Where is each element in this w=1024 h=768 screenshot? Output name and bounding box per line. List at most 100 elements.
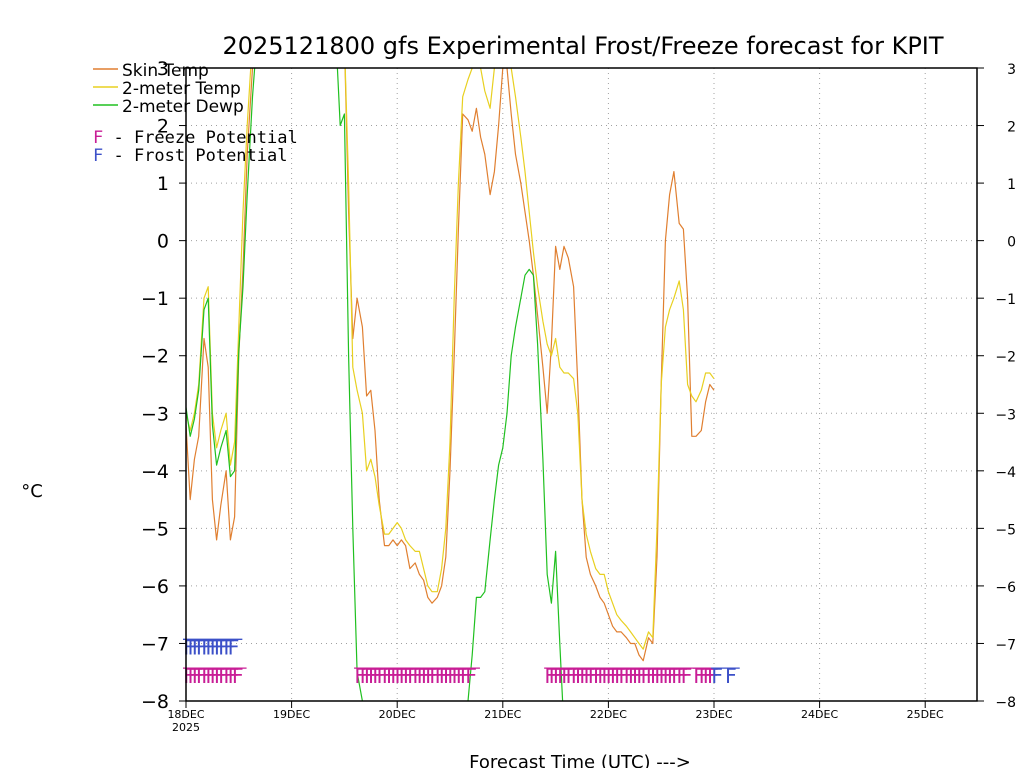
freeze-potential-marker: F [451, 664, 463, 688]
x-tick-label: 21DEC [484, 708, 521, 721]
y-tick-label: 3 [157, 58, 169, 80]
y-tick-label: −8 [141, 691, 169, 713]
freeze-potential-marker: F [636, 664, 648, 688]
legend-letter: F [93, 128, 103, 148]
freeze-potential-marker: F [646, 664, 658, 688]
freeze-potential-marker: F [548, 664, 560, 688]
freeze-potential-marker: F [394, 664, 406, 688]
freeze-potential-marker: F [571, 664, 583, 688]
y-tick-label: −3 [141, 403, 169, 425]
grid-lines [186, 68, 977, 701]
x-year-label: 2025 [172, 721, 200, 734]
x-tick-label: 19DEC [273, 708, 310, 721]
freeze-potential-marker: F [403, 664, 415, 688]
y-axis-label: °C [21, 481, 43, 502]
frost-potential-marker: F [187, 635, 199, 659]
freeze-potential-marker: F [671, 664, 683, 688]
freeze-potential-marker: F [386, 664, 398, 688]
y-tick-label-right: 0 [1007, 235, 1016, 251]
freeze-potential-marker: F [557, 664, 569, 688]
y-tick-label-right: −8 [995, 695, 1016, 711]
freeze-potential-marker: F [364, 664, 376, 688]
freeze-potential-marker: F [390, 664, 402, 688]
y-tick-label-right: −3 [995, 407, 1016, 423]
series-line-skin-temp [186, 68, 715, 662]
frost-potential-legend: F - Frost Potential [93, 146, 287, 166]
freeze-potential-marker: F [561, 664, 573, 688]
frost-potential-marker: F [227, 635, 239, 659]
freeze-potential-marker: F [654, 664, 666, 688]
y-tick-label: −2 [141, 346, 169, 368]
freeze-potential-marker: F [443, 664, 455, 688]
freeze-potential-marker: F [623, 664, 635, 688]
freeze-potential-marker: F [368, 664, 380, 688]
freeze-potential-marker: F [703, 664, 715, 688]
data-series [186, 68, 715, 701]
plot-frame [185, 67, 978, 702]
freeze-potential-marker: F [354, 664, 366, 688]
freeze-potential-marker: F [425, 664, 437, 688]
freeze-potential-marker: F [209, 664, 221, 688]
freeze-potential-marker: F [201, 664, 213, 688]
y-tick-label-right: −2 [995, 350, 1016, 366]
frost-potential-marker: F [191, 635, 203, 659]
y-tick-label-right: −7 [995, 637, 1016, 653]
freeze-potential-marker: F [455, 664, 467, 688]
x-tick-label: 25DEC [907, 708, 944, 721]
freeze-potential-marker: F [398, 664, 410, 688]
y-tick-label: 2 [157, 116, 169, 138]
freeze-potential-marker: F [658, 664, 670, 688]
legend-text: - Freeze Potential [103, 128, 297, 148]
x-tick-label: 24DEC [801, 708, 838, 721]
frost-potential-marker: F [223, 635, 235, 659]
freeze-potential-marker: F [698, 664, 710, 688]
freeze-potential-marker: F [676, 664, 688, 688]
y-tick-label-right: −1 [995, 292, 1016, 308]
freeze-potential-marker: F [382, 664, 394, 688]
freeze-potential-marker: F [429, 664, 441, 688]
freeze-potential-marker: F [597, 664, 609, 688]
freeze-potential-marker: F [465, 664, 477, 688]
freeze-potential-marker: F [601, 664, 613, 688]
freeze-potential-marker: F [640, 664, 652, 688]
freeze-potential-marker: F [218, 664, 230, 688]
y-tick-label-right: 1 [1007, 177, 1016, 193]
legend-letter: F [93, 146, 103, 166]
freeze-potential-legend: F - Freeze Potential [93, 128, 298, 148]
freeze-potential-marker: F [575, 664, 587, 688]
freeze-potential-marker: F [196, 664, 208, 688]
freeze-potential-marker: F [593, 664, 605, 688]
freeze-potential-marker: F [372, 664, 384, 688]
y-tick-label-right: 3 [1007, 62, 1016, 78]
freeze-potential-marker: F [359, 664, 371, 688]
freeze-potential-marker: F [579, 664, 591, 688]
freeze-potential-marker: F [707, 664, 719, 688]
y-tick-label: −7 [141, 633, 169, 655]
freeze-potential-marker: F [191, 664, 203, 688]
legend-label: 2-meter Temp [122, 79, 241, 99]
freeze-potential-marker: F [662, 664, 674, 688]
freeze-potential-marker: F [605, 664, 617, 688]
freeze-potential-marker: F [416, 664, 428, 688]
y-tick-label-right: −6 [995, 580, 1016, 596]
freeze-potential-marker: F [614, 664, 626, 688]
freeze-potential-marker: F [628, 664, 640, 688]
freeze-potential-marker: F [565, 664, 577, 688]
freeze-potential-marker: F [618, 664, 630, 688]
legend-label: 2-meter Dewp [122, 97, 244, 117]
freeze-potential-marker: F [407, 664, 419, 688]
series-line-2-meter-dewp [186, 68, 564, 701]
y-tick-label-right: −4 [995, 465, 1016, 481]
legend-text: - Frost Potential [103, 146, 287, 166]
y-tick-label-right: −5 [995, 522, 1016, 538]
freeze-potential-marker: F [447, 664, 459, 688]
legend-label: Skin Temp [122, 61, 209, 81]
x-tick-label: 20DEC [379, 708, 416, 721]
freeze-potential-marker: F [667, 664, 679, 688]
freeze-potential-marker: F [553, 664, 565, 688]
freeze-potential-marker: F [214, 664, 226, 688]
frost-potential-marker: F [725, 664, 737, 688]
